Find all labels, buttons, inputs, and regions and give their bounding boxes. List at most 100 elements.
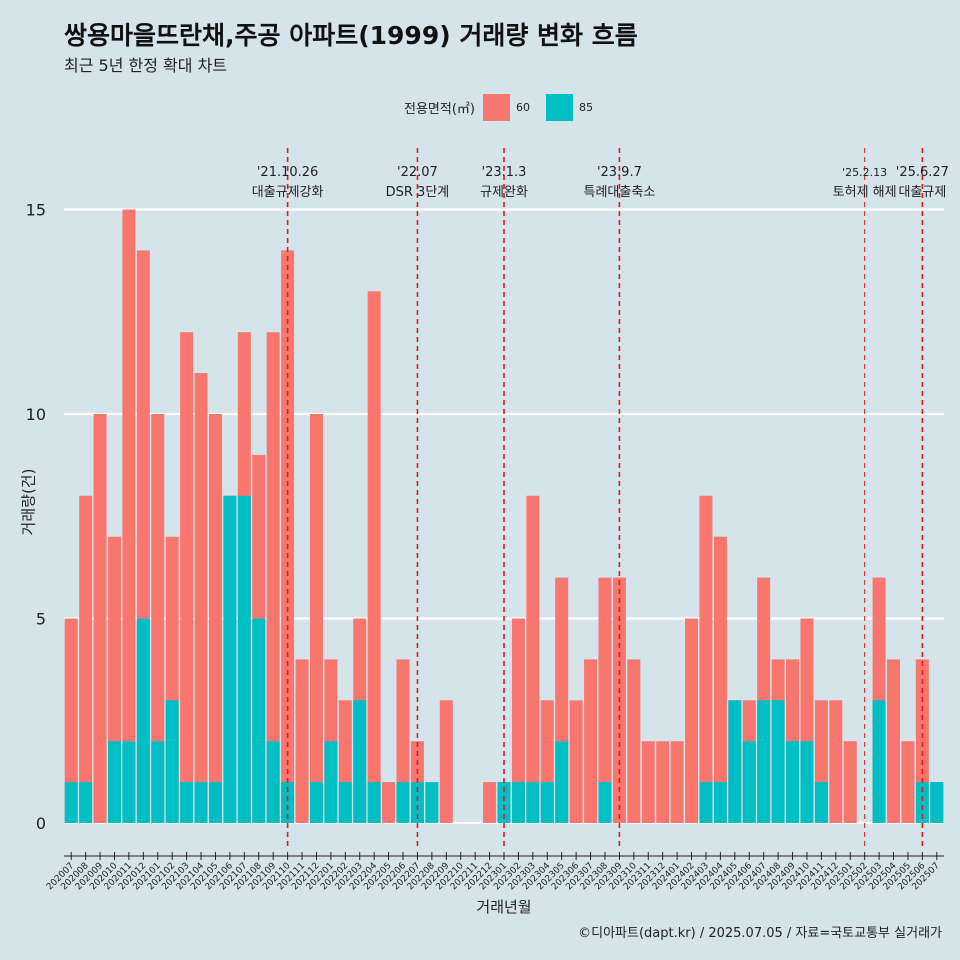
y-tick-label: 10 (26, 405, 46, 424)
bar-85-202403 (699, 782, 713, 823)
bar-85-202507 (930, 782, 944, 823)
bar-85-202305 (555, 741, 569, 823)
bar-60-202209 (439, 700, 453, 823)
y-tick-label: 15 (26, 201, 46, 220)
legend-label-60: 60 (515, 100, 530, 114)
bar-85-202201 (324, 741, 338, 823)
bar-60-202212 (483, 782, 497, 823)
bar-60-202308 (598, 577, 612, 823)
bar-60-202504 (887, 659, 900, 823)
event-label-3: 특례대출축소 (584, 185, 656, 200)
bar-85-202008 (79, 782, 93, 823)
y-tick-label: 5 (36, 610, 46, 629)
bar-85-202409 (786, 741, 800, 823)
bar-60-202404 (713, 536, 727, 823)
source-caption: ©디아파트(dapt.kr) / 2025.07.05 / 자료=국토교통부 실… (578, 926, 942, 941)
event-date-0: '21.10.26 (257, 165, 318, 180)
bar-60-202403 (699, 495, 713, 823)
bar-85-202503 (872, 700, 886, 823)
bar-85-202010 (108, 741, 121, 823)
bar-60-202112 (309, 414, 323, 823)
bar-60-202412 (829, 700, 843, 823)
bar-85-202206 (396, 782, 410, 823)
bar-60-202009 (93, 414, 107, 823)
bar-60-202104 (194, 373, 208, 823)
bar-85-202105 (208, 782, 222, 823)
bar-85-202108 (252, 618, 266, 823)
bar-85-202204 (367, 782, 381, 823)
bar-85-202404 (713, 782, 727, 823)
bar-85-202506 (915, 782, 929, 823)
bar-85-202207 (410, 782, 424, 823)
event-date-2: '23.1.3 (482, 165, 527, 180)
bar-60-202312 (656, 741, 670, 823)
bar-60-202109 (266, 332, 280, 823)
event-date-4: '25.2.13 (842, 166, 887, 179)
legend-title: 전용면적(㎡) (404, 101, 475, 117)
bar-85-202408 (771, 700, 785, 823)
bar-60-202303 (526, 495, 540, 823)
bar-85-202103 (180, 782, 194, 823)
bar-85-202011 (122, 741, 136, 823)
bar-85-202304 (540, 782, 554, 823)
bar-85-202407 (757, 700, 771, 823)
bar-85-202411 (814, 782, 828, 823)
event-label-2: 규제완화 (480, 185, 528, 200)
bar-85-202301 (497, 782, 511, 823)
bar-60-202204 (367, 291, 381, 823)
legend-swatch-60 (482, 93, 510, 121)
chart-subtitle: 최근 5년 한정 확대 차트 (64, 56, 228, 75)
bar-60-202007 (64, 618, 78, 823)
event-date-1: '22.07 (397, 165, 438, 180)
y-axis-label: 거래량(건) (19, 468, 38, 536)
bar-60-202011 (122, 209, 136, 823)
event-date-3: '23.9.7 (597, 165, 642, 180)
bar-85-202302 (511, 782, 525, 823)
bar-85-202303 (526, 782, 540, 823)
bar-85-202104 (194, 782, 208, 823)
bar-85-202208 (425, 782, 439, 823)
bar-85-202107 (237, 495, 251, 823)
event-label-1: DSR 3단계 (386, 185, 450, 200)
bar-85-202308 (598, 782, 612, 823)
bar-85-202410 (800, 741, 814, 823)
bar-60-202501 (843, 741, 857, 823)
bar-60-202302 (511, 618, 525, 823)
bar-85-202102 (165, 700, 179, 823)
bar-60-202105 (208, 414, 222, 823)
event-label-5: 대출규제 (898, 185, 946, 200)
bar-85-202112 (309, 782, 323, 823)
chart-title: 쌍용마을뜨란채,주공 아파트(1999) 거래량 변화 흐름 (64, 21, 638, 50)
bar-60-202008 (79, 495, 93, 823)
event-date-5: '25.6.27 (896, 165, 949, 180)
bar-60-202505 (901, 741, 915, 823)
y-tick-label: 0 (36, 814, 46, 833)
legend: 전용면적(㎡) 60 85 (404, 92, 609, 122)
bar-60-202311 (641, 741, 655, 823)
bar-85-202106 (223, 495, 237, 823)
legend-swatch-85 (545, 93, 573, 121)
x-axis-label: 거래년월 (476, 898, 532, 916)
event-label-0: 대출규제강화 (252, 185, 324, 200)
bar-85-202203 (353, 700, 367, 823)
event-label-4: 토허제 해제 (833, 185, 897, 200)
bar-85-202110 (281, 782, 295, 823)
bar-85-202007 (64, 782, 78, 823)
bar-85-202101 (151, 741, 165, 823)
bar-60-202307 (584, 659, 598, 823)
bar-60-202402 (685, 618, 699, 823)
bar-60-202306 (569, 700, 583, 823)
bar-85-202405 (728, 700, 742, 823)
bar-60-202103 (180, 332, 194, 823)
bar-85-202109 (266, 741, 280, 823)
bar-60-202205 (382, 782, 396, 823)
bar-60-202111 (295, 659, 309, 823)
bar-85-202202 (338, 782, 352, 823)
bar-85-202406 (742, 741, 756, 823)
bar-60-202101 (151, 414, 165, 823)
legend-label-85: 85 (578, 100, 593, 114)
bar-60-202310 (627, 659, 641, 823)
bar-60-202401 (670, 741, 684, 823)
bar-85-202012 (136, 618, 150, 823)
